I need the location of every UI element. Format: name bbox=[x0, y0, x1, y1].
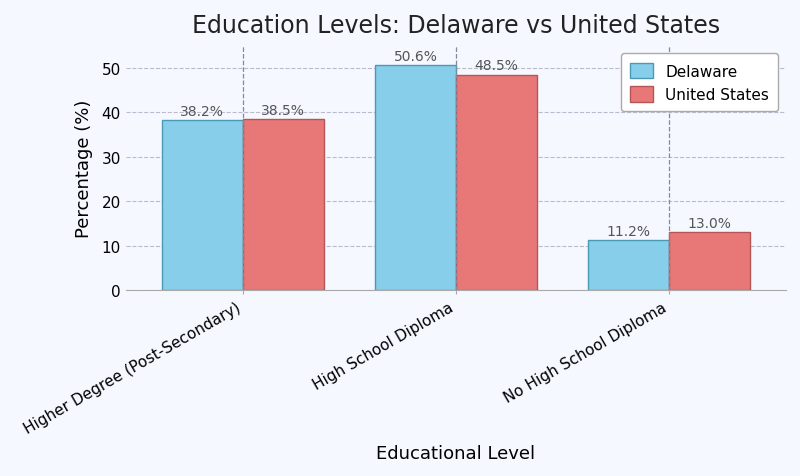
Text: 11.2%: 11.2% bbox=[606, 225, 650, 238]
Title: Education Levels: Delaware vs United States: Education Levels: Delaware vs United Sta… bbox=[192, 14, 720, 38]
Y-axis label: Percentage (%): Percentage (%) bbox=[75, 99, 93, 238]
Text: 50.6%: 50.6% bbox=[394, 50, 438, 64]
Bar bbox=[243, 120, 324, 290]
Bar bbox=[588, 241, 669, 290]
Text: 48.5%: 48.5% bbox=[474, 60, 518, 73]
Text: 13.0%: 13.0% bbox=[687, 217, 731, 231]
X-axis label: Educational Level: Educational Level bbox=[376, 444, 535, 462]
Text: 38.5%: 38.5% bbox=[262, 104, 306, 118]
Bar bbox=[456, 76, 537, 290]
Bar bbox=[375, 66, 456, 290]
Legend: Delaware, United States: Delaware, United States bbox=[621, 54, 778, 112]
Bar bbox=[669, 233, 750, 290]
Text: 38.2%: 38.2% bbox=[180, 105, 224, 119]
Bar bbox=[162, 121, 243, 290]
